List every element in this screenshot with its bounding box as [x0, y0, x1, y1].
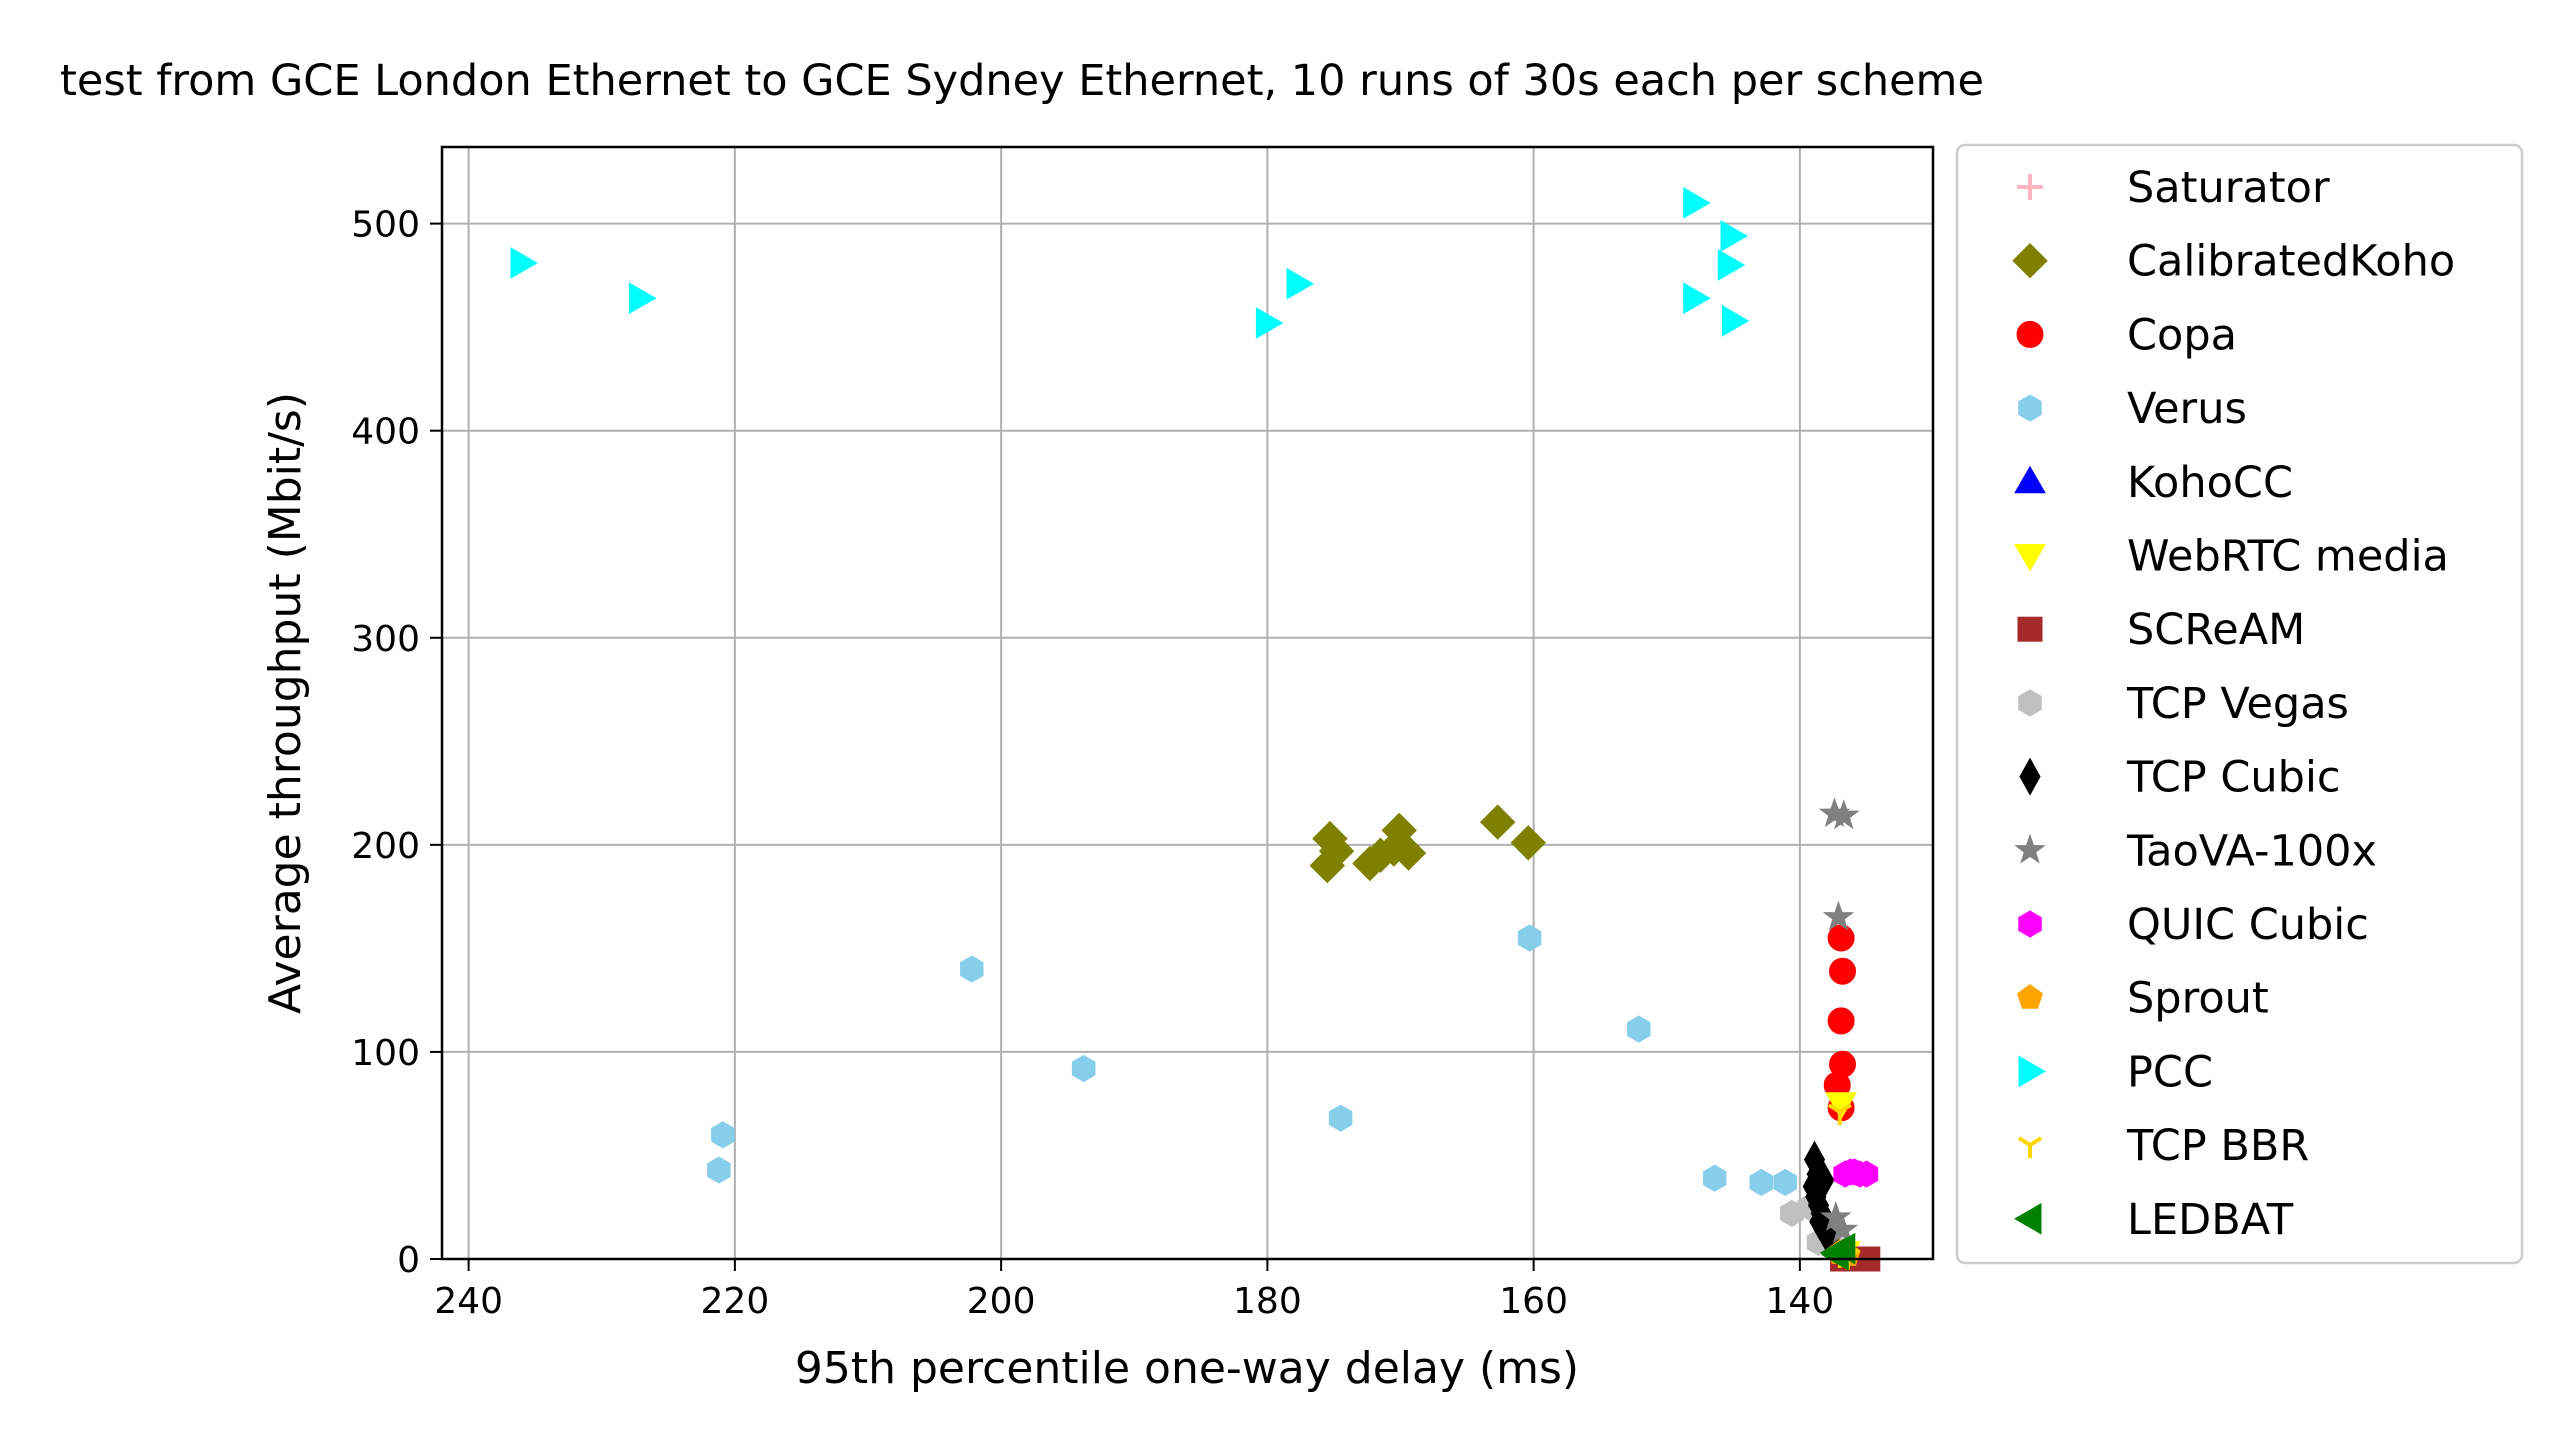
x-tick-label: 140: [1766, 1281, 1835, 1322]
x-tick-label: 200: [967, 1281, 1036, 1322]
point-pcc: [1720, 220, 1749, 252]
legend-marker-pcc: [2018, 1055, 2047, 1088]
point-calibratedkoho: [1318, 833, 1355, 869]
legend-label-kohocc: KohoCC: [2127, 458, 2293, 508]
y-tick-label: 300: [351, 619, 420, 660]
legend-marker-saturator: [2017, 174, 2043, 200]
point-pcc: [1683, 282, 1711, 315]
point-copa: [1827, 1007, 1855, 1035]
grid-lines: [442, 147, 1933, 1260]
point-pcc: [510, 247, 538, 279]
x-tick-label: 240: [434, 1281, 503, 1322]
point-verus: [1749, 1168, 1774, 1196]
legend-marker-calibratedkoho: [2012, 242, 2048, 279]
point-ledbat: [1821, 1239, 1849, 1271]
legend-label-quic-cubic: QUIC Cubic: [2127, 900, 2369, 950]
point-verus: [1071, 1054, 1096, 1083]
point-pcc: [1255, 307, 1284, 339]
point-pcc: [628, 282, 657, 315]
legend-marker-tcp-bbr: [2017, 1136, 2043, 1159]
legend-marker-tcp-vegas: [2018, 689, 2042, 717]
point-copa: [1827, 924, 1855, 952]
point-quic-cubic: [1838, 1158, 1863, 1186]
point-tcp-bbr: [1827, 1103, 1852, 1125]
legend-label-calibratedkoho: CalibratedKoho: [2127, 237, 2455, 287]
point-copa: [1829, 957, 1856, 985]
x-tick-label: 160: [1499, 1281, 1568, 1322]
point-calibratedkoho: [1510, 825, 1547, 861]
legend-label-webrtc-media: WebRTC media: [2127, 532, 2449, 582]
legend-marker-taova-100x: [2014, 833, 2046, 864]
legend-marker-sprout: [2017, 984, 2043, 1009]
legend-marker-quic-cubic: [2018, 910, 2042, 938]
legend-label-tcp-bbr: TCP BBR: [2126, 1121, 2309, 1171]
legend-marker-kohocc: [2014, 465, 2046, 494]
x-tick-label: 220: [701, 1281, 770, 1322]
legend-marker-tcp-cubic: [2019, 757, 2041, 796]
legend-label-verus: Verus: [2127, 384, 2247, 434]
point-verus: [1702, 1164, 1727, 1192]
x-axis-label: 95th percentile one-way delay (ms): [795, 1343, 1579, 1394]
point-pcc: [1683, 187, 1711, 219]
plot-frame: [440, 145, 1935, 1261]
legend-frame: [1955, 143, 2524, 1265]
x-tick-label: 180: [1233, 1281, 1302, 1322]
y-tick-label: 200: [351, 826, 420, 867]
point-verus: [707, 1156, 731, 1184]
point-taova-100x: [1828, 799, 1860, 830]
point-verus: [1773, 1168, 1797, 1196]
legend-label-copa: Copa: [2127, 310, 2237, 360]
point-verus: [1627, 1015, 1651, 1043]
legend-label-ledbat: LEDBAT: [2127, 1195, 2294, 1245]
plot-markers: [510, 187, 1881, 1272]
chart-title: test from GCE London Ethernet to GCE Syd…: [60, 56, 1984, 106]
legend: Saturator CalibratedKoho Copa Verus KohoCC We…: [1955, 143, 2524, 1265]
point-taova-100x: [1820, 1201, 1852, 1231]
y-tick-label: 500: [351, 205, 420, 246]
point-taova-100x: [1826, 1213, 1859, 1244]
point-calibratedkoho: [1362, 837, 1399, 873]
legend-label-sprout: Sprout: [2127, 974, 2269, 1024]
legend-marker-copa: [2016, 320, 2044, 348]
axis-ticks: 240 220 200 180 160 140 0 100 200 300 400 500: [351, 205, 1834, 1322]
point-verus: [1517, 924, 1542, 952]
point-tcp-cubic: [1813, 1161, 1835, 1200]
y-axis-label: Average throughput (Mbit/s): [260, 392, 311, 1014]
legend-label-tcp-vegas: TCP Vegas: [2126, 679, 2349, 729]
legend-label-pcc: PCC: [2127, 1047, 2213, 1097]
legend-marker-ledbat: [2013, 1202, 2042, 1235]
point-taova-100x: [1822, 900, 1855, 931]
point-pcc: [1717, 249, 1746, 281]
point-verus: [960, 955, 984, 983]
legend-marker-verus: [2018, 394, 2042, 422]
y-tick-label: 100: [351, 1033, 420, 1074]
legend-label-tcp-cubic: TCP Cubic: [2126, 753, 2341, 803]
legend-label-taova-100x: TaoVA-100x: [2126, 826, 2377, 876]
legend-label-saturator: Saturator: [2127, 163, 2330, 213]
y-tick-label: 0: [397, 1240, 420, 1281]
legend-marker-scream: [2017, 616, 2043, 642]
point-verus: [711, 1121, 735, 1149]
legend-label-scream: SCReAM: [2127, 605, 2305, 655]
point-verus: [1328, 1104, 1353, 1132]
point-calibratedkoho: [1479, 804, 1516, 840]
legend-marker-webrtc-media: [2014, 544, 2046, 572]
point-pcc: [1721, 305, 1750, 337]
point-pcc: [1286, 267, 1315, 300]
y-tick-label: 400: [351, 412, 420, 453]
